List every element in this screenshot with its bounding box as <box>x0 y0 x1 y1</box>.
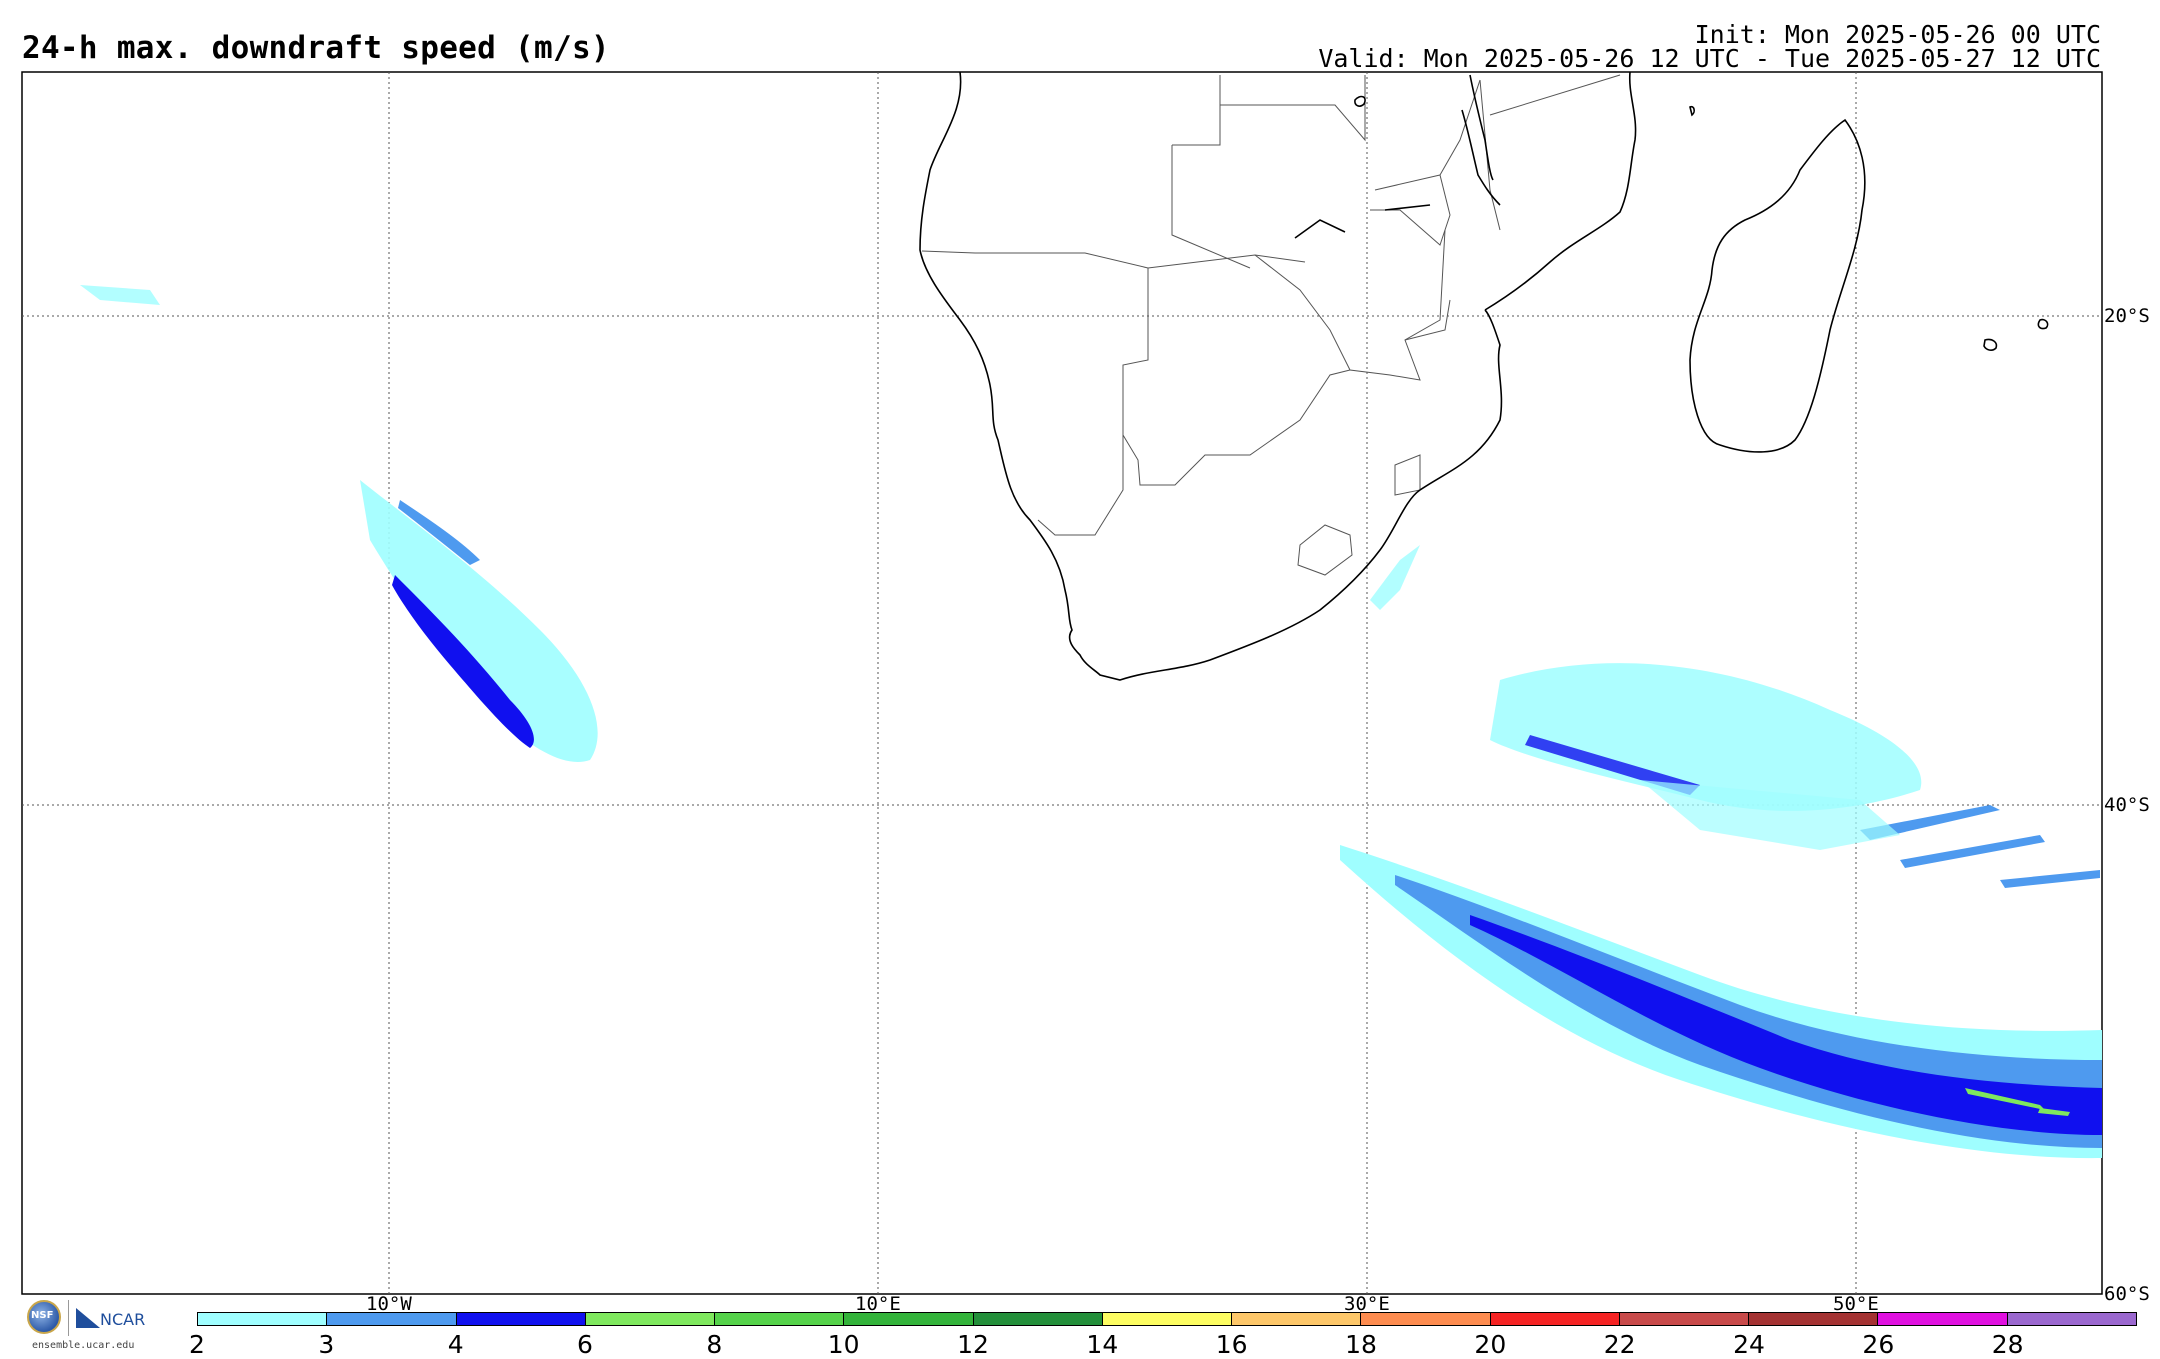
nsf-logo-text: NSF <box>31 1310 54 1321</box>
logo-area: NSF NCAR ensemble.ucar.edu <box>22 1298 162 1354</box>
valid-time: Valid: Mon 2025-05-26 12 UTC - Tue 2025-… <box>1318 44 2101 73</box>
nsf-logo-icon <box>27 1300 61 1334</box>
coast-africa-east <box>1484 71 1637 311</box>
colorbar-tick-label: 22 <box>1603 1330 1636 1359</box>
lon-label-10e: 10°E <box>855 1293 901 1315</box>
coast-lake-kariba <box>1294 219 1346 239</box>
colorbar-tick-label: 14 <box>1086 1330 1119 1359</box>
colorbar-tick-label: 26 <box>1862 1330 1895 1359</box>
lat-label-60s: 60°S <box>2104 1283 2150 1305</box>
field-band-e-upper <box>1490 663 1922 811</box>
coast-lake-victoria-area <box>1461 109 1501 206</box>
map-title: 24-h max. downdraft speed (m/s) <box>22 30 610 66</box>
field-atlantic-mid <box>398 500 480 565</box>
colorbar-segment <box>198 1313 328 1325</box>
coast-lake-cabora <box>1384 204 1431 211</box>
field-scatter-nw <box>80 285 160 305</box>
site-url: ensemble.ucar.edu <box>32 1340 135 1351</box>
colorbar-tick-label: 18 <box>1345 1330 1377 1359</box>
colorbar-tick-label: 3 <box>318 1330 335 1359</box>
colorbar-segment <box>456 1313 586 1325</box>
lon-label-10w: 10°W <box>366 1293 412 1315</box>
lat-label-40s: 40°S <box>2104 794 2150 816</box>
colorbar-segment <box>1102 1313 1233 1325</box>
colorbar-segment <box>1232 1313 1362 1325</box>
colorbar-segment <box>585 1313 716 1325</box>
colorbar-segment <box>715 1313 845 1325</box>
colorbar-tick-label: 28 <box>1991 1330 2024 1359</box>
downdraft-field <box>80 285 2102 1159</box>
init-time: Init: Mon 2025-05-26 00 UTC <box>1694 20 2101 49</box>
colorbar <box>197 1312 2137 1326</box>
ncar-logo-text: NCAR <box>100 1310 146 1329</box>
colorbar-tick-label: 4 <box>447 1330 464 1359</box>
field-band-se-green <box>1965 1088 2045 1110</box>
colorbar-segment <box>1749 1313 1879 1325</box>
colorbar-segment <box>844 1313 974 1325</box>
colorbar-segment <box>973 1313 1103 1325</box>
coast-comoros <box>1689 105 1695 117</box>
colorbar-tick-label: 2 <box>189 1330 205 1359</box>
field-band-se-dark <box>1470 915 2102 1135</box>
field-band-e-streaks <box>1860 805 2100 888</box>
colorbar-segment <box>1878 1313 2008 1325</box>
lon-label-30e: 30°E <box>1344 1293 1390 1315</box>
colorbar-segment <box>1490 1313 1620 1325</box>
coast-reunion <box>2037 318 2049 330</box>
field-atlantic-dark <box>392 575 534 748</box>
colorbar-tick-label: 8 <box>706 1330 723 1359</box>
logo-divider <box>68 1300 69 1336</box>
coast-mauritius <box>1983 338 1998 351</box>
lon-label-50e: 50°E <box>1833 1293 1879 1315</box>
colorbar-tick-label: 24 <box>1733 1330 1765 1359</box>
coast-africa-west <box>919 71 1503 681</box>
colorbar-segment <box>2007 1313 2136 1325</box>
field-band-e-upper-dark <box>1525 735 1700 795</box>
coast-madagascar <box>1689 118 1866 453</box>
coastlines <box>919 71 2049 681</box>
colorbar-segment <box>1619 1313 1750 1325</box>
field-atlantic-light <box>360 480 598 762</box>
colorbar-tick-label: 10 <box>827 1330 860 1359</box>
coast-lake-tanganyika <box>1354 95 1366 107</box>
colorbar-segment <box>327 1313 457 1325</box>
coast-lake-malawi <box>1469 74 1494 181</box>
country-borders <box>921 74 1621 576</box>
gridlines <box>22 72 2102 1294</box>
lat-label-20s: 20°S <box>2104 305 2150 327</box>
colorbar-tick-label: 20 <box>1474 1330 1507 1359</box>
colorbar-tick-label: 6 <box>577 1330 593 1359</box>
colorbar-tick-label: 16 <box>1215 1330 1248 1359</box>
field-band-e-light2 <box>1640 780 1900 850</box>
field-coast-streaks <box>1370 545 1420 610</box>
colorbar-segment <box>1361 1313 1491 1325</box>
ncar-logo-icon <box>76 1308 100 1328</box>
field-band-se-green2 <box>2038 1108 2070 1116</box>
colorbar-tick-label: 12 <box>957 1330 989 1359</box>
map-frame <box>21 71 2103 1295</box>
